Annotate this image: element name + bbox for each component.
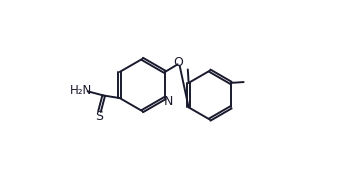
Text: O: O [173, 56, 183, 69]
Text: H₂N: H₂N [70, 84, 92, 97]
Text: N: N [163, 95, 173, 108]
Text: S: S [95, 110, 103, 123]
